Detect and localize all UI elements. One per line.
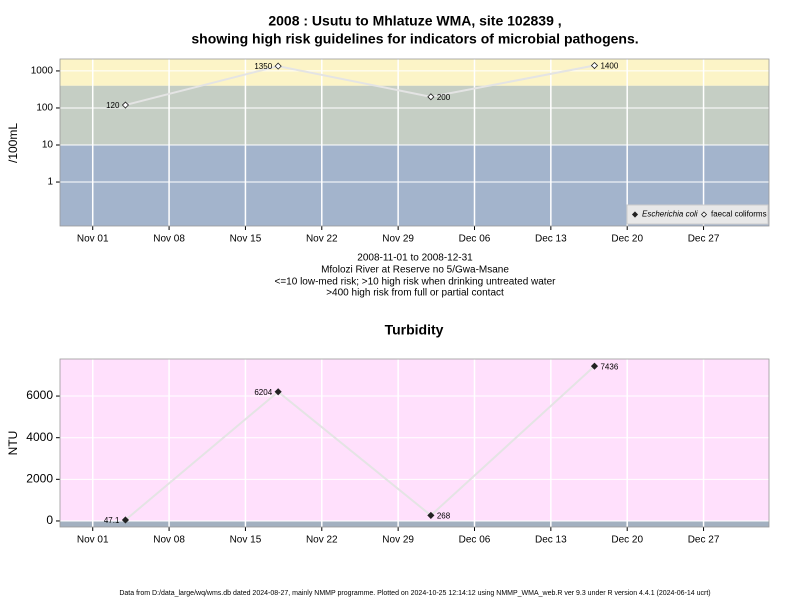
x-tick-label: Dec 27 — [688, 234, 720, 245]
x-tick-label: Nov 08 — [153, 535, 185, 546]
footer: Data from D:/data_large/wq/wms.db dated … — [119, 590, 710, 597]
legend-label: faecal coliforms — [711, 210, 767, 219]
data-label: 1400 — [600, 62, 618, 71]
legend-box — [626, 204, 769, 225]
x-tick-label: Nov 01 — [77, 234, 109, 245]
y-axis-label: /100mL — [6, 123, 20, 163]
y-tick-label: 0 — [46, 513, 53, 527]
subtitle: >400 high risk from full or partial cont… — [326, 288, 504, 299]
data-point — [590, 362, 599, 370]
risk-band — [60, 359, 769, 521]
data-label: 268 — [437, 511, 451, 520]
x-tick-label: Nov 29 — [382, 234, 414, 245]
series-line — [124, 365, 596, 521]
y-tick-label: 1 — [47, 177, 53, 188]
chart-title: Turbidity — [385, 322, 444, 338]
chart-title: showing high risk guidelines for indicat… — [191, 31, 638, 47]
data-point — [274, 388, 282, 396]
plot-frame — [59, 358, 770, 528]
y-tick-label: 2000 — [26, 471, 53, 485]
data-point — [590, 61, 599, 70]
subtitle: <=10 low-med risk; >10 high risk when dr… — [275, 277, 557, 288]
data-label: 6204 — [254, 388, 272, 397]
y-tick-label: 10 — [42, 140, 54, 151]
x-tick-label: Dec 06 — [459, 535, 491, 546]
data-point — [427, 511, 435, 519]
x-tick-label: Nov 15 — [230, 535, 262, 546]
data-point — [274, 62, 282, 70]
x-tick-label: Dec 20 — [611, 535, 643, 546]
data-label: 120 — [106, 101, 120, 110]
data-label: 1350 — [254, 62, 272, 71]
x-tick-label: Nov 22 — [306, 234, 338, 245]
x-tick-label: Dec 13 — [535, 234, 567, 245]
data-point — [121, 516, 130, 524]
y-tick-label: 1000 — [31, 66, 54, 77]
data-label: 200 — [437, 93, 451, 102]
chart-title: 2008 : Usutu to Mhlatuze WMA, site 10283… — [268, 13, 561, 29]
y-tick-label: 6000 — [26, 388, 53, 402]
y-tick-label: 4000 — [26, 430, 53, 444]
x-tick-label: Dec 27 — [688, 535, 720, 546]
x-tick-label: Dec 20 — [611, 234, 643, 245]
y-tick-label: 100 — [36, 103, 53, 114]
x-tick-label: Nov 29 — [382, 535, 414, 546]
risk-band — [60, 520, 769, 527]
data-point — [427, 93, 435, 101]
legend-label: Escherichia coli — [642, 210, 698, 219]
x-tick-label: Nov 22 — [306, 535, 338, 546]
subtitle: 2008-11-01 to 2008-12-31 — [357, 253, 473, 264]
series-line — [125, 64, 595, 107]
data-label: 7436 — [600, 362, 618, 371]
data-point — [121, 101, 130, 109]
legend-marker — [700, 211, 708, 218]
y-axis-label: NTU — [6, 431, 20, 456]
risk-band — [60, 59, 769, 86]
plot-frame — [59, 58, 770, 227]
x-tick-label: Nov 08 — [153, 234, 185, 245]
x-tick-label: Nov 15 — [230, 234, 262, 245]
x-tick-label: Dec 13 — [535, 535, 567, 546]
risk-band — [60, 85, 769, 146]
x-tick-label: Dec 06 — [459, 234, 491, 245]
x-tick-label: Nov 01 — [77, 535, 109, 546]
legend-marker — [631, 211, 639, 218]
data-label: 47.1 — [104, 516, 120, 525]
subtitle: Mfolozi River at Reserve no 5/Gwa-Msane — [321, 265, 509, 276]
